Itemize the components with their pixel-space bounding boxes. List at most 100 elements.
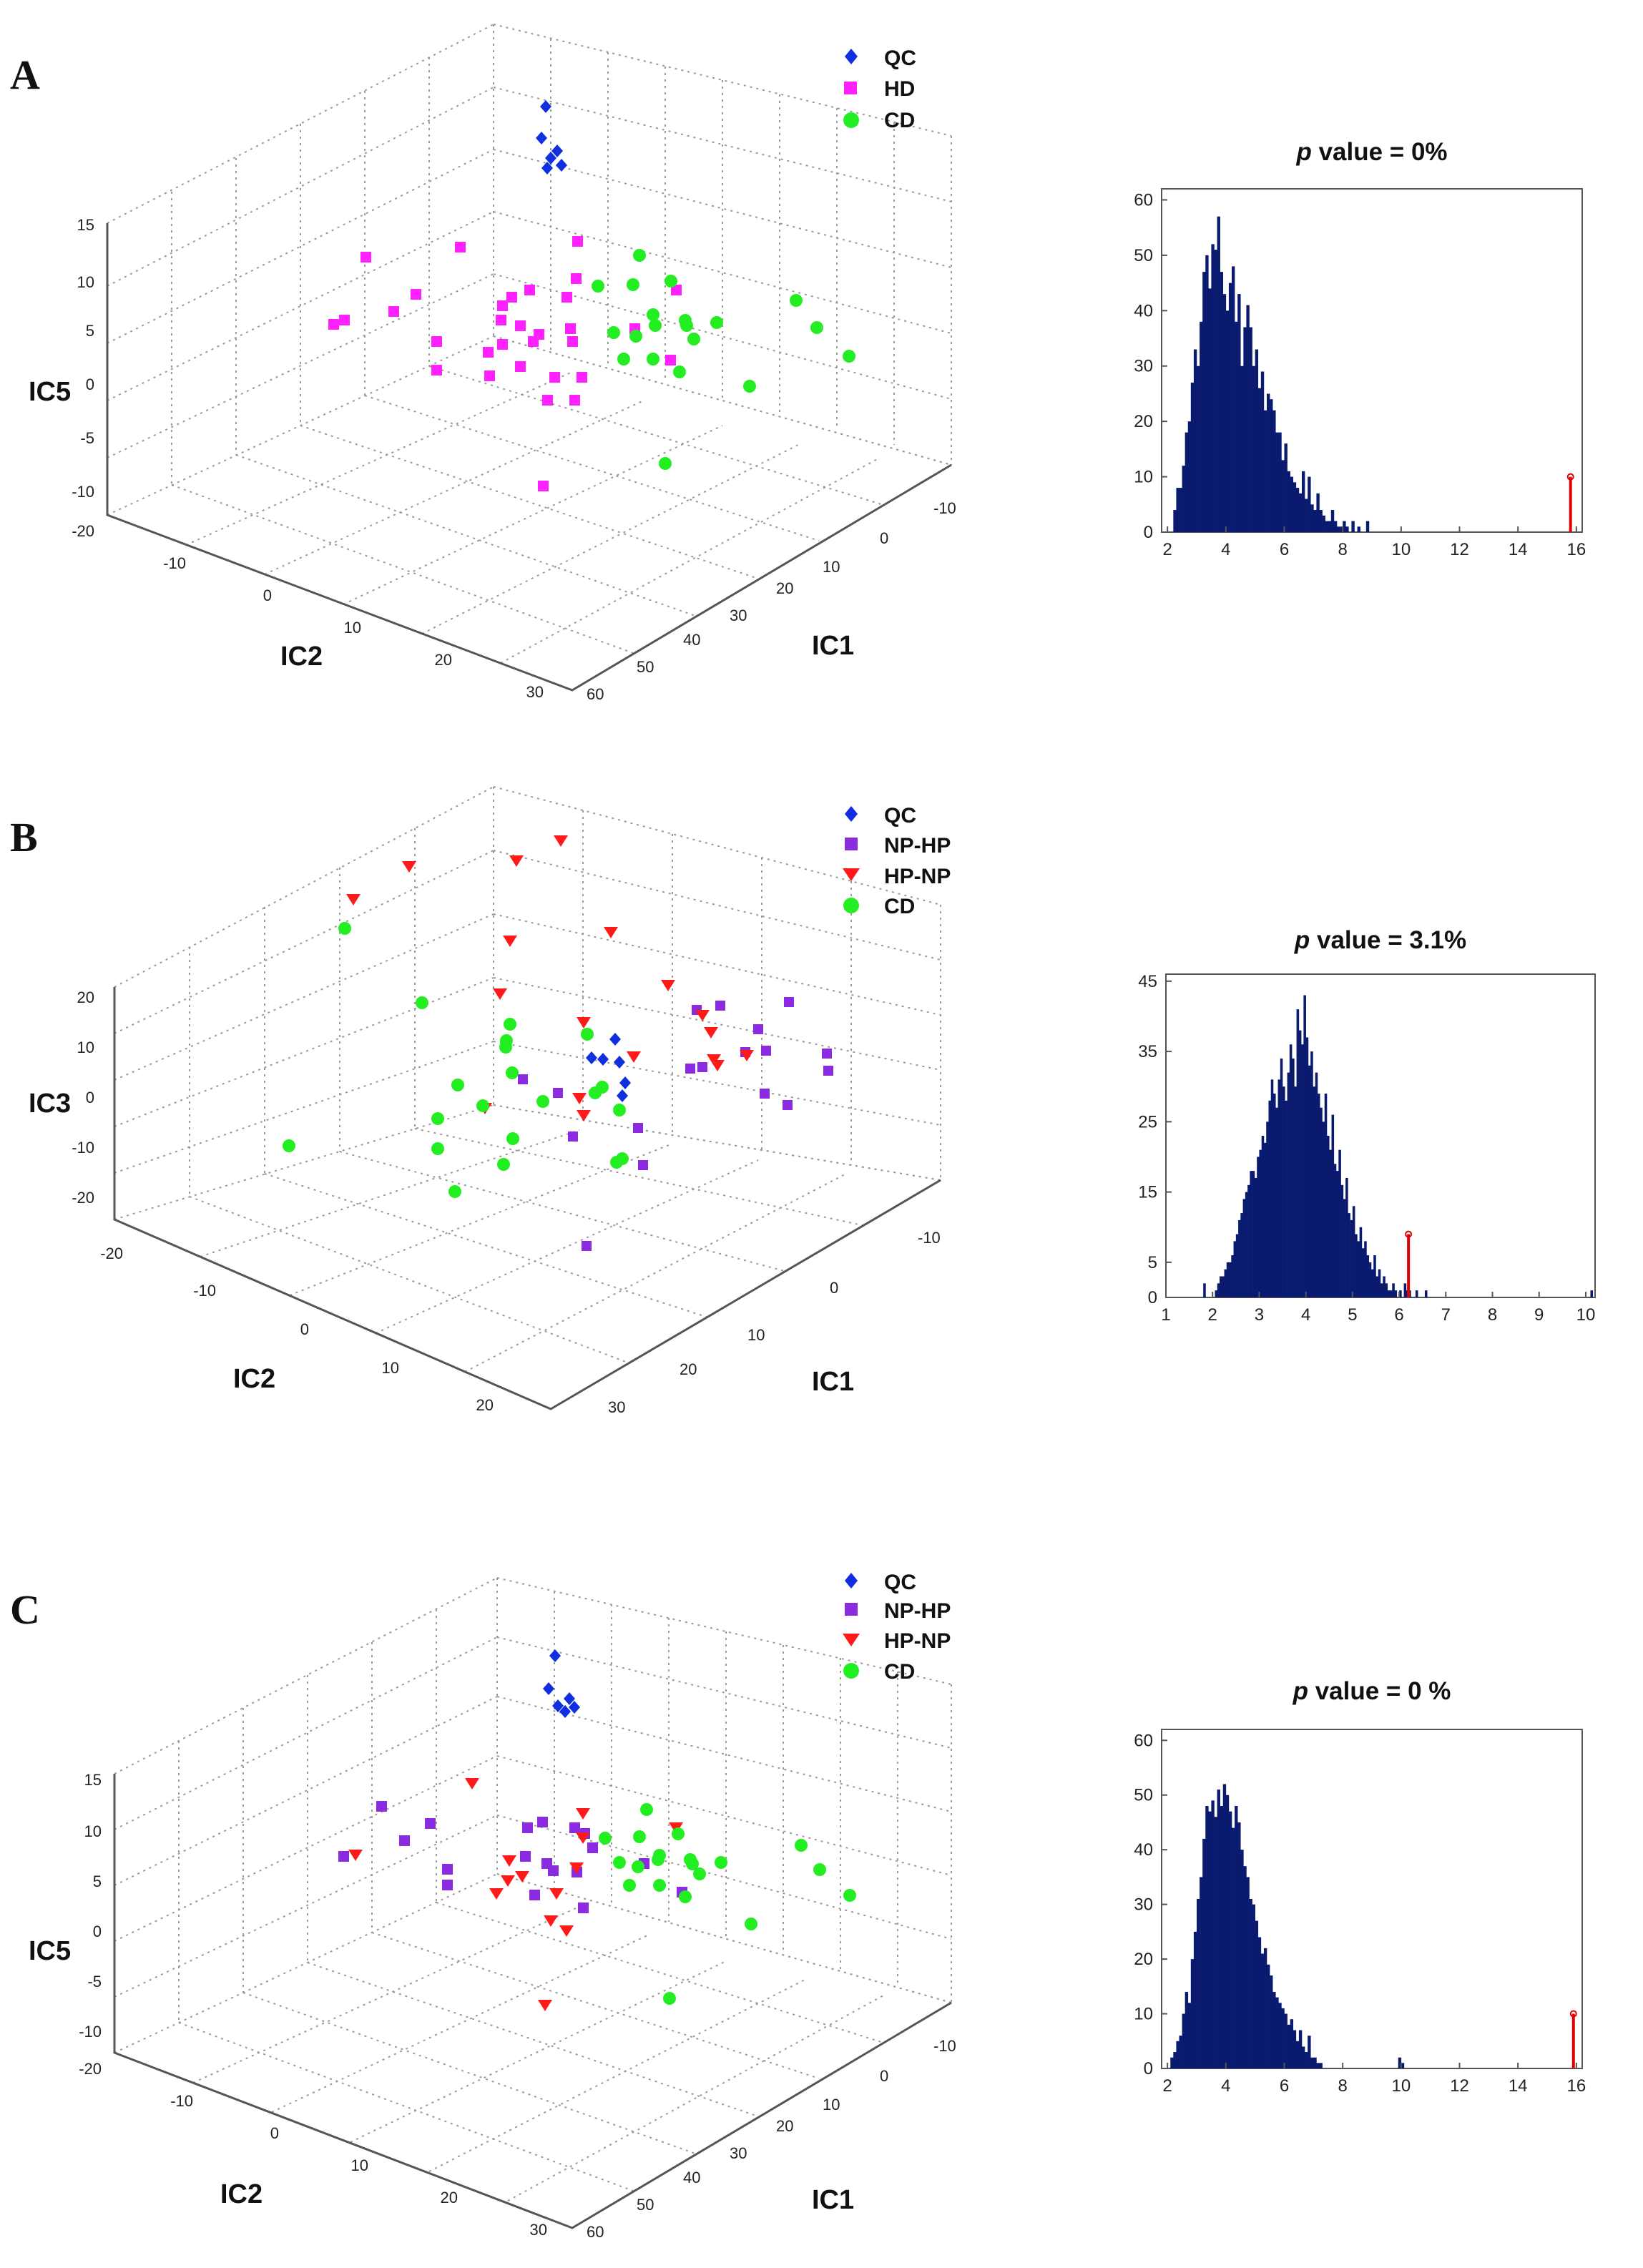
histogram-bar	[1310, 2057, 1314, 2068]
histogram-bar	[1179, 488, 1182, 532]
panel-a: A 15 10 5 0 -5 -10	[10, 24, 1586, 703]
y-tick: -10	[193, 1282, 216, 1300]
histogram-bar	[1270, 1079, 1274, 1297]
histogram-bar	[1289, 1044, 1293, 1297]
data-point-cd	[431, 1112, 444, 1125]
z-tick: -20	[72, 1189, 94, 1207]
x-tick-label: 14	[1509, 2076, 1528, 2096]
data-point-cd	[647, 308, 659, 321]
histogram-bar	[1317, 1094, 1320, 1297]
data-point-hpnp	[710, 1060, 725, 1071]
data-point-nphp	[553, 1088, 563, 1098]
histogram-bar	[1222, 1276, 1225, 1297]
histogram-bar	[1243, 327, 1247, 532]
histogram-bar	[1222, 1784, 1227, 2068]
histogram-frame	[1165, 973, 1596, 1298]
data-point-nphp	[518, 1074, 528, 1084]
legend-marker-qc	[845, 1573, 858, 1589]
data-point-hpnp	[493, 988, 507, 1000]
data-point-cd	[843, 1889, 856, 1902]
y-tick: 0	[270, 2124, 279, 2142]
data-point-cd	[617, 353, 630, 365]
histogram-bar	[1185, 1991, 1189, 2068]
data-point-cd	[476, 1099, 489, 1112]
x-tick-label: 10	[1576, 1305, 1596, 1325]
x-tick: 50	[637, 2196, 654, 2214]
histogram-bar	[1316, 493, 1320, 532]
histogram-bar	[1247, 1184, 1250, 1297]
histogram-bar	[1385, 1283, 1388, 1297]
data-point-hd	[572, 236, 583, 247]
data-point-qc	[614, 1056, 625, 1069]
histogram-bar	[1263, 1142, 1267, 1297]
data-point-cd	[448, 1185, 461, 1198]
y-tick-label: 20	[1134, 1950, 1153, 1969]
histogram-bar	[1308, 476, 1311, 532]
histogram-bar	[1401, 2063, 1405, 2068]
histogram-bar	[1240, 365, 1244, 532]
histogram-bar	[1287, 471, 1290, 532]
data-point-cd	[613, 1104, 626, 1116]
z-tick: 10	[77, 1039, 94, 1056]
histogram-bar	[1320, 1107, 1323, 1297]
data-point-hd	[665, 355, 676, 365]
data-point-cd	[629, 330, 642, 343]
scatter3d-axes-c	[113, 1774, 952, 2229]
data-point-cd	[710, 316, 723, 329]
data-point-nphp	[442, 1864, 453, 1875]
p-value-text: value = 0%	[1312, 138, 1448, 166]
histogram-bar	[1364, 1241, 1367, 1297]
data-point-hd	[497, 339, 508, 350]
histogram-bar	[1229, 1262, 1232, 1297]
histogram-bar	[1233, 1241, 1237, 1297]
x-tick-label: 8	[1338, 2076, 1347, 2096]
data-point-hpnp	[627, 1051, 641, 1063]
x-tick: 30	[730, 607, 747, 624]
histogram-bar	[1232, 1827, 1235, 2068]
histogram-bar	[1319, 2063, 1323, 2068]
histogram-bar	[1322, 515, 1325, 532]
y-tick: -20	[100, 1245, 123, 1262]
data-point-cd	[499, 1041, 512, 1054]
data-point-qc	[545, 152, 556, 165]
y-tick-label: 35	[1138, 1042, 1157, 1061]
data-point-hpnp	[501, 1875, 515, 1887]
x-tick-label: 12	[1450, 2076, 1469, 2096]
data-point-cd	[672, 1827, 685, 1840]
data-point-nphp	[548, 1865, 559, 1876]
histogram-bar	[1217, 1283, 1220, 1297]
histogram-bar	[1263, 1948, 1267, 2068]
histogram-bar	[1249, 1899, 1252, 2068]
histogram-bar	[1290, 2019, 1294, 2068]
x-tick: 40	[683, 631, 700, 649]
histogram-bar	[1255, 349, 1259, 532]
y-tick: 30	[526, 683, 544, 701]
legend-b: QC NP-HP HP-NP CD	[843, 804, 951, 918]
y-tick-label: 60	[1134, 190, 1153, 210]
histogram-bar	[1193, 1931, 1197, 2068]
histogram-bar	[1351, 521, 1355, 532]
z-tick: 15	[84, 1771, 102, 1789]
legend-label-nphp: NP-HP	[884, 834, 951, 858]
histogram-bar	[1302, 471, 1305, 532]
histogram-bar	[1403, 1283, 1407, 1297]
histogram-bar	[1294, 1086, 1297, 1297]
y-tick: 0	[300, 1320, 309, 1338]
x-tick: -10	[918, 1229, 941, 1247]
legend-label-nphp: NP-HP	[884, 1599, 951, 1623]
histogram-bar	[1424, 1290, 1428, 1297]
histogram-bar	[1217, 1790, 1220, 2068]
data-point-cd	[536, 1095, 549, 1108]
histogram-bar	[1293, 2030, 1297, 2068]
data-point-hpnp	[515, 1871, 529, 1882]
data-point-hd	[569, 395, 580, 406]
legend-marker-hd	[844, 82, 857, 94]
p-symbol: p	[1293, 1677, 1308, 1705]
data-point-cd	[680, 319, 693, 332]
scatter3d-grid-c	[114, 1577, 952, 2229]
y-tick-label: 30	[1134, 357, 1153, 376]
data-point-qc	[543, 1682, 554, 1695]
histogram-bar	[1337, 526, 1340, 532]
data-point-nphp	[638, 1160, 648, 1170]
